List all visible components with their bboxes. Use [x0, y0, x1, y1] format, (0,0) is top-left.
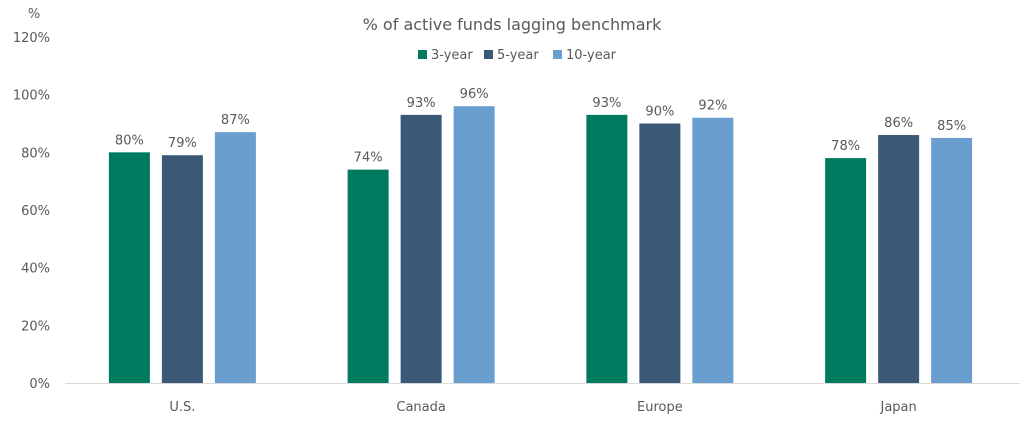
- bar-5-year-Canada: [400, 114, 442, 383]
- y-tick-label: 120%: [13, 31, 50, 46]
- legend-label-3-year: 3-year: [431, 48, 473, 63]
- data-label: 80%: [115, 133, 144, 148]
- y-tick-label: 40%: [21, 262, 50, 277]
- y-axis-label: %: [28, 7, 40, 22]
- bar-10-year-U.S.: [214, 132, 256, 383]
- bar-10-year-Europe: [692, 117, 734, 383]
- data-label: 78%: [831, 139, 860, 154]
- data-label: 92%: [698, 99, 727, 114]
- bar-3-year-U.S.: [108, 152, 150, 383]
- x-tick-label: U.S.: [169, 400, 195, 415]
- y-tick-label: 0%: [29, 377, 50, 392]
- data-label: 96%: [460, 87, 489, 102]
- legend-swatch-10-year: [553, 50, 562, 59]
- x-tick-label: Europe: [637, 400, 683, 415]
- y-tick-label: 60%: [21, 204, 50, 219]
- data-label: 79%: [168, 136, 197, 151]
- data-label: 93%: [407, 96, 436, 111]
- data-label: 87%: [221, 113, 250, 128]
- y-axis: 0% 20% 40% 60% 80% 100% 120%: [13, 31, 50, 392]
- bar-5-year-Europe: [639, 123, 681, 383]
- legend-swatch-5-year: [484, 50, 493, 59]
- bar-10-year-Canada: [453, 106, 495, 383]
- legend: 3-year 5-year 10-year: [418, 48, 617, 63]
- data-label: 85%: [937, 119, 966, 134]
- legend-swatch-3-year: [418, 50, 427, 59]
- bar-5-year-Japan: [878, 135, 920, 383]
- y-tick-label: 100%: [13, 89, 50, 104]
- x-tick-label: Japan: [879, 400, 916, 415]
- bars: 80% 79% 87% 74% 93% 96% 93% 90% 92% 78% 86% 85%: [108, 87, 973, 383]
- legend-label-5-year: 5-year: [497, 48, 539, 63]
- bar-3-year-Europe: [586, 114, 628, 383]
- legend-label-10-year: 10-year: [566, 48, 617, 63]
- bar-3-year-Canada: [347, 169, 389, 383]
- chart-title: % of active funds lagging benchmark: [363, 15, 662, 34]
- bar-5-year-U.S.: [161, 155, 203, 383]
- data-label: 86%: [884, 116, 913, 131]
- y-tick-label: 20%: [21, 319, 50, 334]
- x-tick-label: Canada: [396, 400, 445, 415]
- data-label: 93%: [592, 96, 621, 111]
- data-label: 74%: [354, 151, 383, 166]
- x-axis: U.S. Canada Europe Japan: [169, 400, 916, 415]
- bar-10-year-Japan: [931, 137, 973, 383]
- y-tick-label: 80%: [21, 146, 50, 161]
- data-label: 90%: [645, 105, 674, 120]
- bar-3-year-Japan: [825, 158, 867, 383]
